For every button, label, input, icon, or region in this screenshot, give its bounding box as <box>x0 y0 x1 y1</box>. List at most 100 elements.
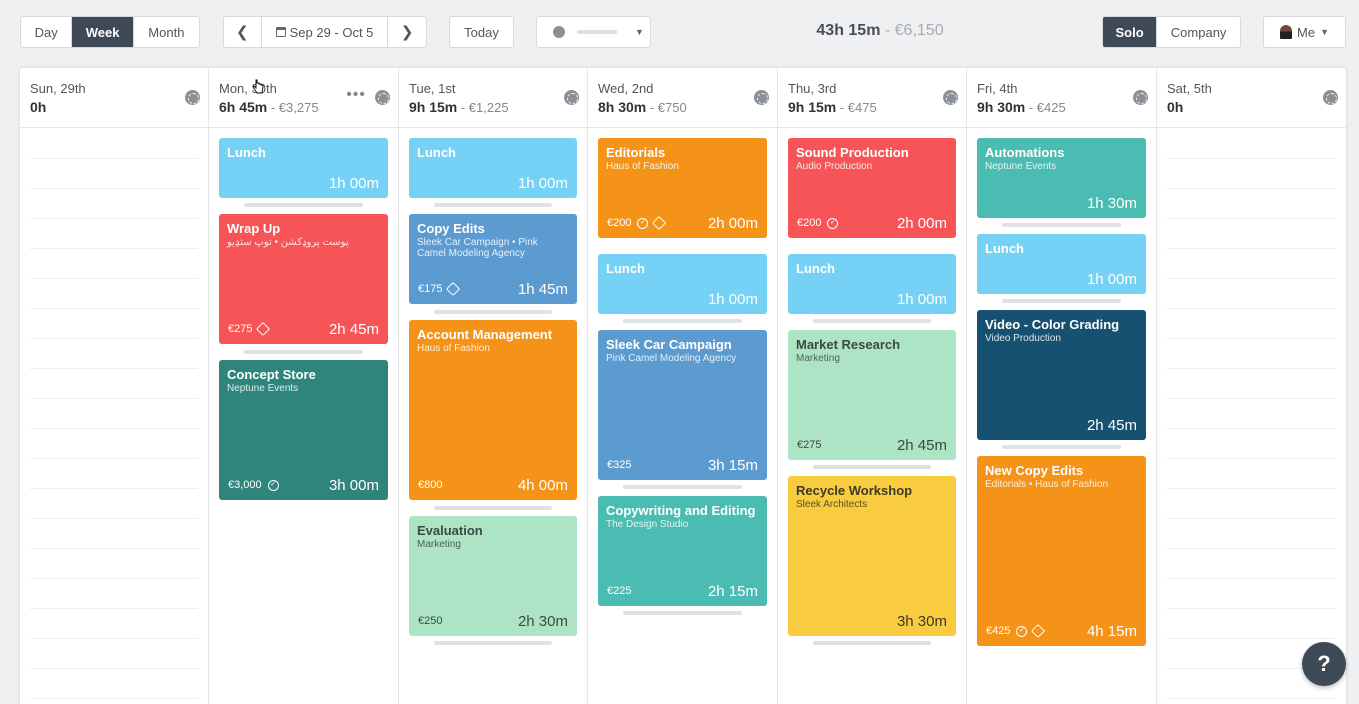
resize-handle[interactable] <box>434 203 552 207</box>
event-card[interactable]: Recycle Workshop Sleek Architects 3h 30m <box>788 476 956 636</box>
view-month-button[interactable]: Month <box>148 24 185 40</box>
resize-handle[interactable] <box>1002 445 1121 449</box>
view-day-button[interactable]: Day <box>21 17 73 47</box>
event-title: Lunch <box>985 241 1024 256</box>
resize-handle[interactable] <box>1002 299 1121 303</box>
day-column-thu: Thu, 3rd 9h 15m - €475 Sound Production … <box>778 68 967 704</box>
event-card[interactable]: Market Research Marketing €275 2h 45m <box>788 330 956 460</box>
event-card[interactable]: Lunch 1h 00m <box>977 234 1146 294</box>
resize-handle[interactable] <box>244 350 363 354</box>
hour-gridline <box>1167 428 1336 429</box>
day-column-wed: Wed, 2nd 8h 30m - €750 Editorials Haus o… <box>588 68 778 704</box>
resize-handle[interactable] <box>244 203 363 207</box>
scope-company-button[interactable]: Company <box>1170 24 1227 40</box>
event-title: Lunch <box>417 145 456 160</box>
event-duration: 1h 30m <box>1086 195 1137 212</box>
resize-handle[interactable] <box>434 310 552 314</box>
resize-handle[interactable] <box>434 641 552 645</box>
day-total: 6h 45m - €3,275 <box>219 99 319 115</box>
hour-gridline <box>1167 158 1336 159</box>
brain-filter-dropdown[interactable]: ▼ <box>536 16 651 48</box>
hour-gridline <box>1167 458 1336 459</box>
event-card[interactable]: Lunch 1h 00m <box>788 254 956 314</box>
event-title: Lunch <box>796 261 835 276</box>
date-range-picker[interactable]: Sep 29 - Oct 5 <box>262 17 389 47</box>
hour-gridline <box>30 698 198 699</box>
today-button[interactable]: Today <box>449 16 514 48</box>
event-duration: 2h 00m <box>707 215 758 232</box>
event-card[interactable]: Video - Color Grading Video Production 2… <box>977 310 1146 440</box>
event-price: €175 <box>418 281 461 297</box>
event-card[interactable]: Wrap Up پوست پروډکشن • توپ ستډیو €275 2h… <box>219 214 388 344</box>
hour-gridline <box>30 368 198 369</box>
event-card[interactable]: Copywriting and Editing The Design Studi… <box>598 496 767 606</box>
user-menu-button[interactable]: Me ▼ <box>1263 16 1346 48</box>
resize-handle[interactable] <box>623 319 742 323</box>
event-card[interactable]: Lunch 1h 00m <box>598 254 767 314</box>
event-card[interactable]: Sound Production Audio Production €200 ✓ … <box>788 138 956 238</box>
day-column-mon: Mon, 30th 6h 45m - €3,275 ••• Lunch 1h 0… <box>209 68 399 704</box>
event-card[interactable]: Lunch 1h 00m <box>409 138 577 198</box>
event-title: Recycle Workshop <box>796 483 913 498</box>
tag-icon <box>256 321 271 337</box>
hour-gridline <box>30 308 198 309</box>
brain-icon[interactable] <box>564 90 579 105</box>
more-options-icon[interactable]: ••• <box>346 86 366 103</box>
day-label: Sat, 5th <box>1167 81 1212 96</box>
view-switcher: Day Week Month <box>20 16 200 48</box>
event-title: Concept Store <box>227 367 316 382</box>
view-week-button[interactable]: Week <box>72 17 134 47</box>
event-subtitle: Haus of Fashion <box>417 343 490 354</box>
brain-icon[interactable] <box>375 90 390 105</box>
event-duration: 4h 00m <box>517 477 568 494</box>
event-card[interactable]: Lunch 1h 00m <box>219 138 388 198</box>
event-card[interactable]: New Copy Edits Editorials • Haus of Fash… <box>977 456 1146 646</box>
resize-handle[interactable] <box>623 611 742 615</box>
brain-icon[interactable] <box>943 90 958 105</box>
prev-week-button[interactable]: ❮ <box>224 17 262 47</box>
help-button[interactable]: ? <box>1302 642 1346 686</box>
brain-icon[interactable] <box>754 90 769 105</box>
event-title: Lunch <box>606 261 645 276</box>
event-subtitle: Marketing <box>417 539 461 550</box>
hour-gridline <box>30 518 198 519</box>
event-card[interactable]: Evaluation Marketing €250 2h 30m <box>409 516 577 636</box>
event-card[interactable]: Concept Store Neptune Events €3,000 ✓ 3h … <box>219 360 388 500</box>
resize-handle[interactable] <box>813 641 931 645</box>
day-header: Fri, 4th 9h 30m - €425 <box>967 68 1156 128</box>
hour-gridline <box>30 398 198 399</box>
pointer-cursor-icon <box>252 79 264 94</box>
check-icon: ✓ <box>637 217 649 229</box>
event-title: Automations <box>985 145 1065 160</box>
event-card[interactable]: Sleek Car Campaign Pink Camel Modeling A… <box>598 330 767 480</box>
resize-handle[interactable] <box>434 506 552 510</box>
next-week-button[interactable]: ❯ <box>388 17 426 47</box>
event-card[interactable]: Copy Edits Sleek Car Campaign • Pink Cam… <box>409 214 577 304</box>
user-label: Me <box>1297 24 1316 40</box>
brain-icon[interactable] <box>1133 90 1148 105</box>
event-title: Wrap Up <box>227 221 281 236</box>
event-subtitle: Marketing <box>796 353 840 364</box>
resize-handle[interactable] <box>813 319 931 323</box>
resize-handle[interactable] <box>1002 223 1121 227</box>
event-card[interactable]: Account Management Haus of Fashion €800 … <box>409 320 577 500</box>
scope-solo-button[interactable]: Solo <box>1103 17 1158 47</box>
week-calendar: Sun, 29th 0h Mon, 30th 6h 45m - €3,275 •… <box>20 68 1346 704</box>
event-duration: 1h 00m <box>707 291 758 308</box>
brain-icon[interactable] <box>1323 90 1338 105</box>
event-subtitle: The Design Studio <box>606 519 689 530</box>
resize-handle[interactable] <box>623 485 742 489</box>
day-header: Wed, 2nd 8h 30m - €750 <box>588 68 777 128</box>
tag-icon <box>652 215 667 231</box>
event-card[interactable]: Editorials Haus of Fashion €200 ✓ 2h 00m <box>598 138 767 238</box>
brain-icon[interactable] <box>185 90 200 105</box>
event-title: Video - Color Grading <box>985 317 1120 332</box>
hour-gridline <box>30 278 198 279</box>
hour-gridline <box>30 248 198 249</box>
event-price: €800 <box>418 479 443 491</box>
event-title: Editorials <box>606 145 666 160</box>
event-card[interactable]: Automations Neptune Events 1h 30m <box>977 138 1146 218</box>
event-subtitle: Editorials • Haus of Fashion <box>985 479 1109 490</box>
resize-handle[interactable] <box>813 465 931 469</box>
event-subtitle: Sleek Car Campaign • Pink Camel Modeling… <box>417 237 538 259</box>
